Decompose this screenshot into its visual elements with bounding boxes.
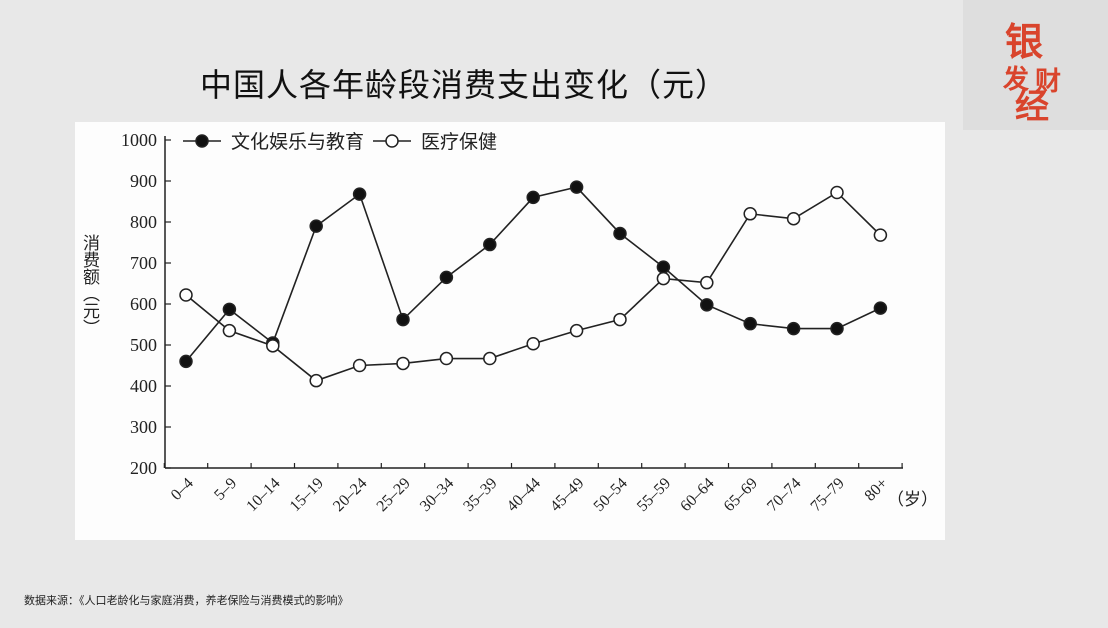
y-tick-label: 400: [130, 376, 157, 396]
legend-marker: [385, 134, 399, 148]
data-point: [786, 211, 801, 226]
data-point: [266, 339, 280, 353]
y-tick-label: 700: [130, 253, 157, 273]
x-tick-label: 65–69: [721, 475, 761, 515]
data-point: [569, 180, 584, 194]
series-line-2: [185, 191, 881, 382]
data-point: [786, 321, 801, 336]
y-tick-label: 1000: [121, 130, 157, 150]
data-point: [613, 312, 627, 327]
data-point: [352, 358, 367, 373]
x-tick-label: 40–44: [504, 475, 544, 515]
series-line-1: [185, 186, 881, 362]
x-tick-label: 10–14: [243, 475, 283, 515]
x-tick-label: 60–64: [677, 475, 717, 515]
y-tick-label: 600: [130, 294, 157, 314]
data-point: [873, 301, 888, 315]
data-point: [396, 356, 410, 371]
source-note: 数据来源：《人口老龄化与家庭消费，养老保险与消费模式的影响》: [24, 594, 349, 607]
data-point: [309, 219, 323, 233]
x-tick-label: 15–19: [287, 475, 327, 515]
x-tick-label: 75–79: [808, 475, 848, 515]
data-point: [352, 187, 367, 201]
x-tick-label: 50–54: [591, 475, 631, 515]
y-tick-label: 200: [130, 458, 157, 478]
line-chart: 200 300 400 500 600 700 800 900 1000 0–4 5–9 10–14 1…: [121, 130, 938, 515]
data-point: [526, 337, 540, 351]
y-tick-label: 800: [130, 212, 157, 232]
x-tick-label: 30–34: [417, 475, 457, 515]
logo: 银 发 财 经: [963, 0, 1108, 130]
data-point: [656, 271, 671, 286]
x-tick-label: 35–39: [460, 475, 500, 515]
y-axis-label: 消费额（元）: [79, 234, 99, 336]
data-point: [483, 351, 497, 366]
data-point: [656, 260, 671, 274]
data-point: [179, 288, 193, 302]
data-point: [613, 226, 627, 241]
data-point: [700, 298, 714, 312]
x-tick-label: 25–29: [374, 475, 414, 515]
data-point: [743, 316, 757, 331]
data-point: [873, 228, 888, 242]
data-point: [309, 373, 323, 388]
data-point: [439, 351, 454, 366]
data-point: [483, 237, 497, 252]
data-point: [700, 275, 714, 290]
x-tick-label: 70–74: [764, 475, 804, 515]
chart-panel: 200 300 400 500 600 700 800 900 1000 0–4 5–9 10–14 1…: [75, 122, 945, 540]
data-point: [179, 354, 193, 369]
data-point: [526, 190, 540, 205]
x-tick-label: 20–24: [330, 475, 370, 515]
legend-label: 文化娱乐与教育: [231, 131, 364, 153]
data-point: [830, 321, 844, 336]
data-point: [396, 312, 410, 327]
y-tick-label: 300: [130, 417, 157, 437]
svg-text:银: 银: [1005, 20, 1043, 64]
data-point: [569, 323, 584, 338]
x-tick-label: 0–4: [168, 475, 197, 504]
x-tick-label: 45–49: [547, 475, 587, 515]
page-title: 中国人各年龄段消费支出变化（元）: [200, 66, 729, 104]
y-tick-label: 900: [130, 171, 157, 191]
x-tick-label: 5–9: [211, 475, 240, 504]
data-point: [830, 185, 844, 200]
data-point: [439, 270, 454, 285]
svg-text:经: 经: [1015, 87, 1049, 127]
y-tick-label: 500: [130, 335, 157, 355]
x-axis-unit: （岁）: [887, 490, 938, 509]
x-tick-label: 55–59: [634, 475, 674, 515]
legend-marker: [195, 134, 209, 148]
data-point: [743, 207, 757, 221]
legend-label: 医疗保健: [421, 131, 497, 153]
data-point: [222, 302, 237, 317]
data-point: [222, 323, 237, 338]
svg-text:发: 发: [1002, 64, 1029, 95]
logo-graphic: 银 发 财 经: [1002, 20, 1061, 127]
svg-text:财: 财: [1035, 67, 1061, 97]
